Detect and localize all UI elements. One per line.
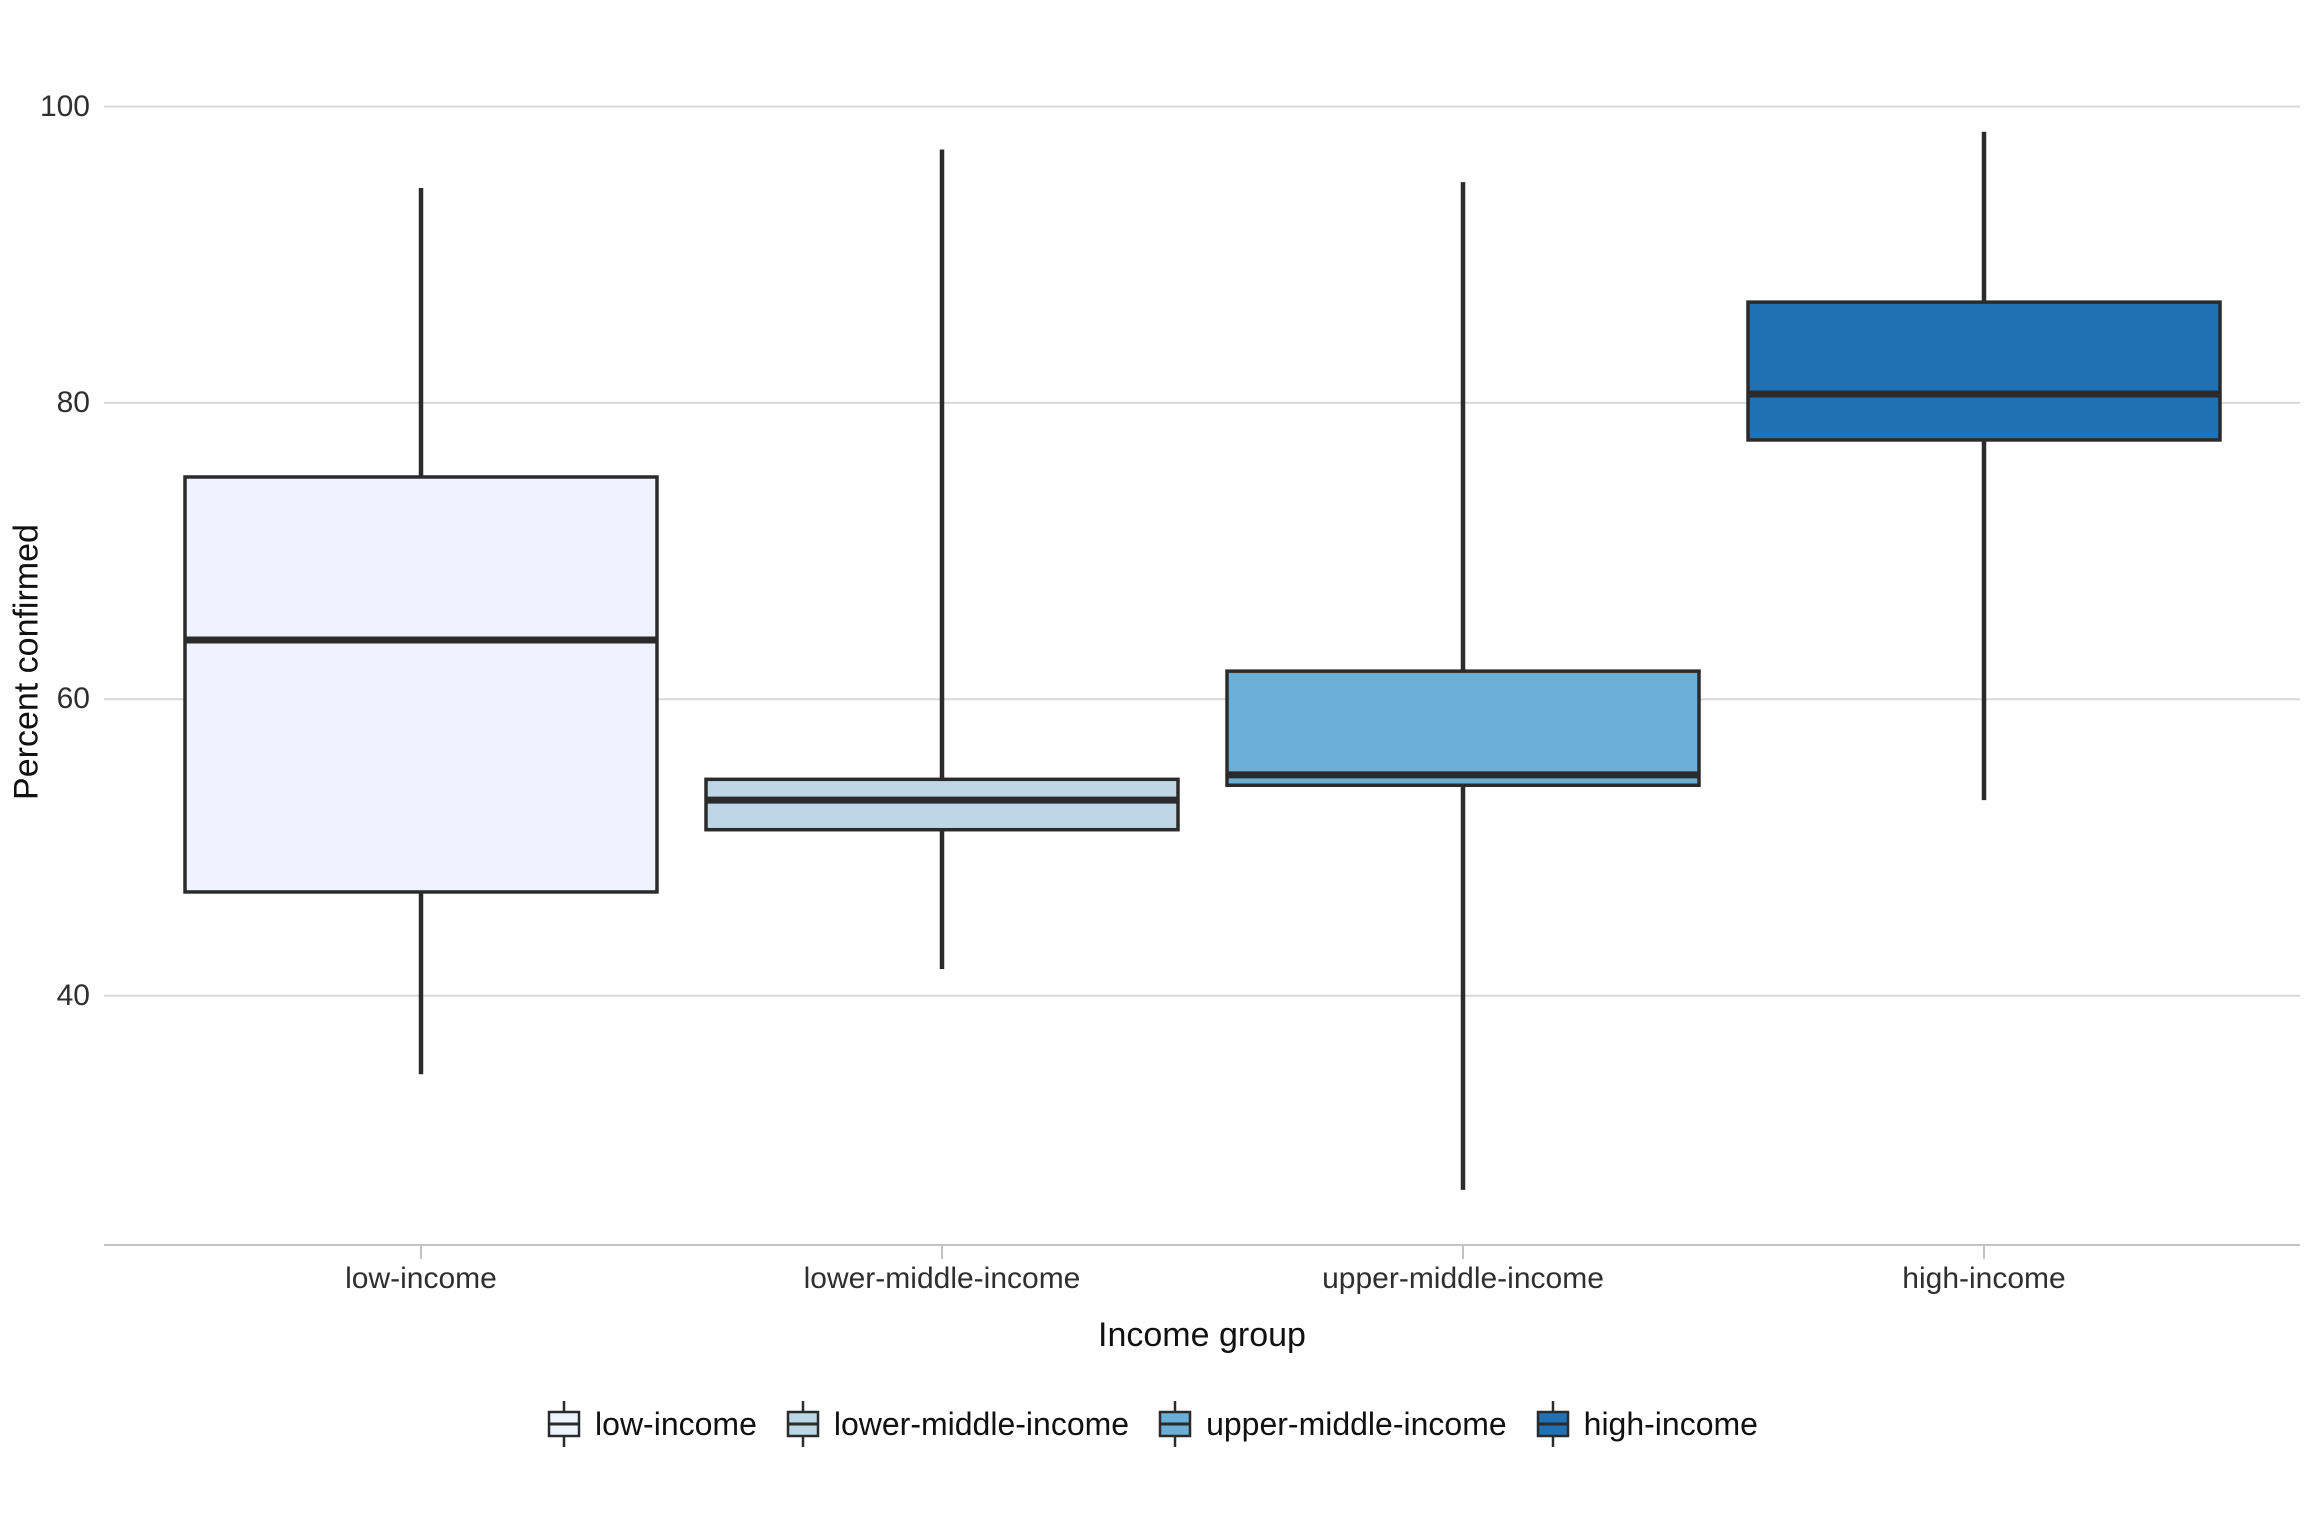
legend-label: upper-middle-income — [1206, 1406, 1507, 1442]
box-low-income — [183, 475, 659, 894]
legend: low-income lower-middle-income upper-middl… — [0, 1396, 2304, 1452]
box-lower-middle-income — [704, 777, 1180, 832]
x-axis-title: Income group — [1098, 1316, 1306, 1354]
y-tick-label: 100 — [39, 89, 90, 123]
y-axis-title: Percent confirmed — [7, 524, 46, 800]
y-tick-label: 80 — [56, 385, 90, 419]
box-high-income — [1746, 300, 2222, 442]
legend-item-low-income: low-income — [546, 1398, 757, 1450]
y-tick-label: 60 — [56, 682, 90, 716]
legend-boxplot-icon — [1536, 1401, 1569, 1447]
x-tick-label: upper-middle-income — [1322, 1262, 1604, 1295]
legend-label: high-income — [1583, 1406, 1758, 1442]
legend-item-upper-middle-income: upper-middle-income — [1157, 1398, 1507, 1450]
legend-item-high-income: high-income — [1535, 1398, 1758, 1450]
x-tick-label: high-income — [1902, 1262, 2066, 1295]
legend-item-lower-middle-income: lower-middle-income — [785, 1398, 1129, 1450]
box-upper-middle-income — [1225, 669, 1701, 788]
y-tick-label: 40 — [56, 978, 90, 1012]
x-tick-label: lower-middle-income — [803, 1262, 1081, 1295]
legend-label: low-income — [595, 1406, 757, 1442]
legend-boxplot-icon — [547, 1401, 581, 1447]
legend-boxplot-icon — [786, 1401, 820, 1447]
legend-label: lower-middle-income — [833, 1406, 1130, 1442]
legend-boxplot-icon — [1158, 1401, 1192, 1447]
x-tick-label: low-income — [345, 1262, 497, 1295]
